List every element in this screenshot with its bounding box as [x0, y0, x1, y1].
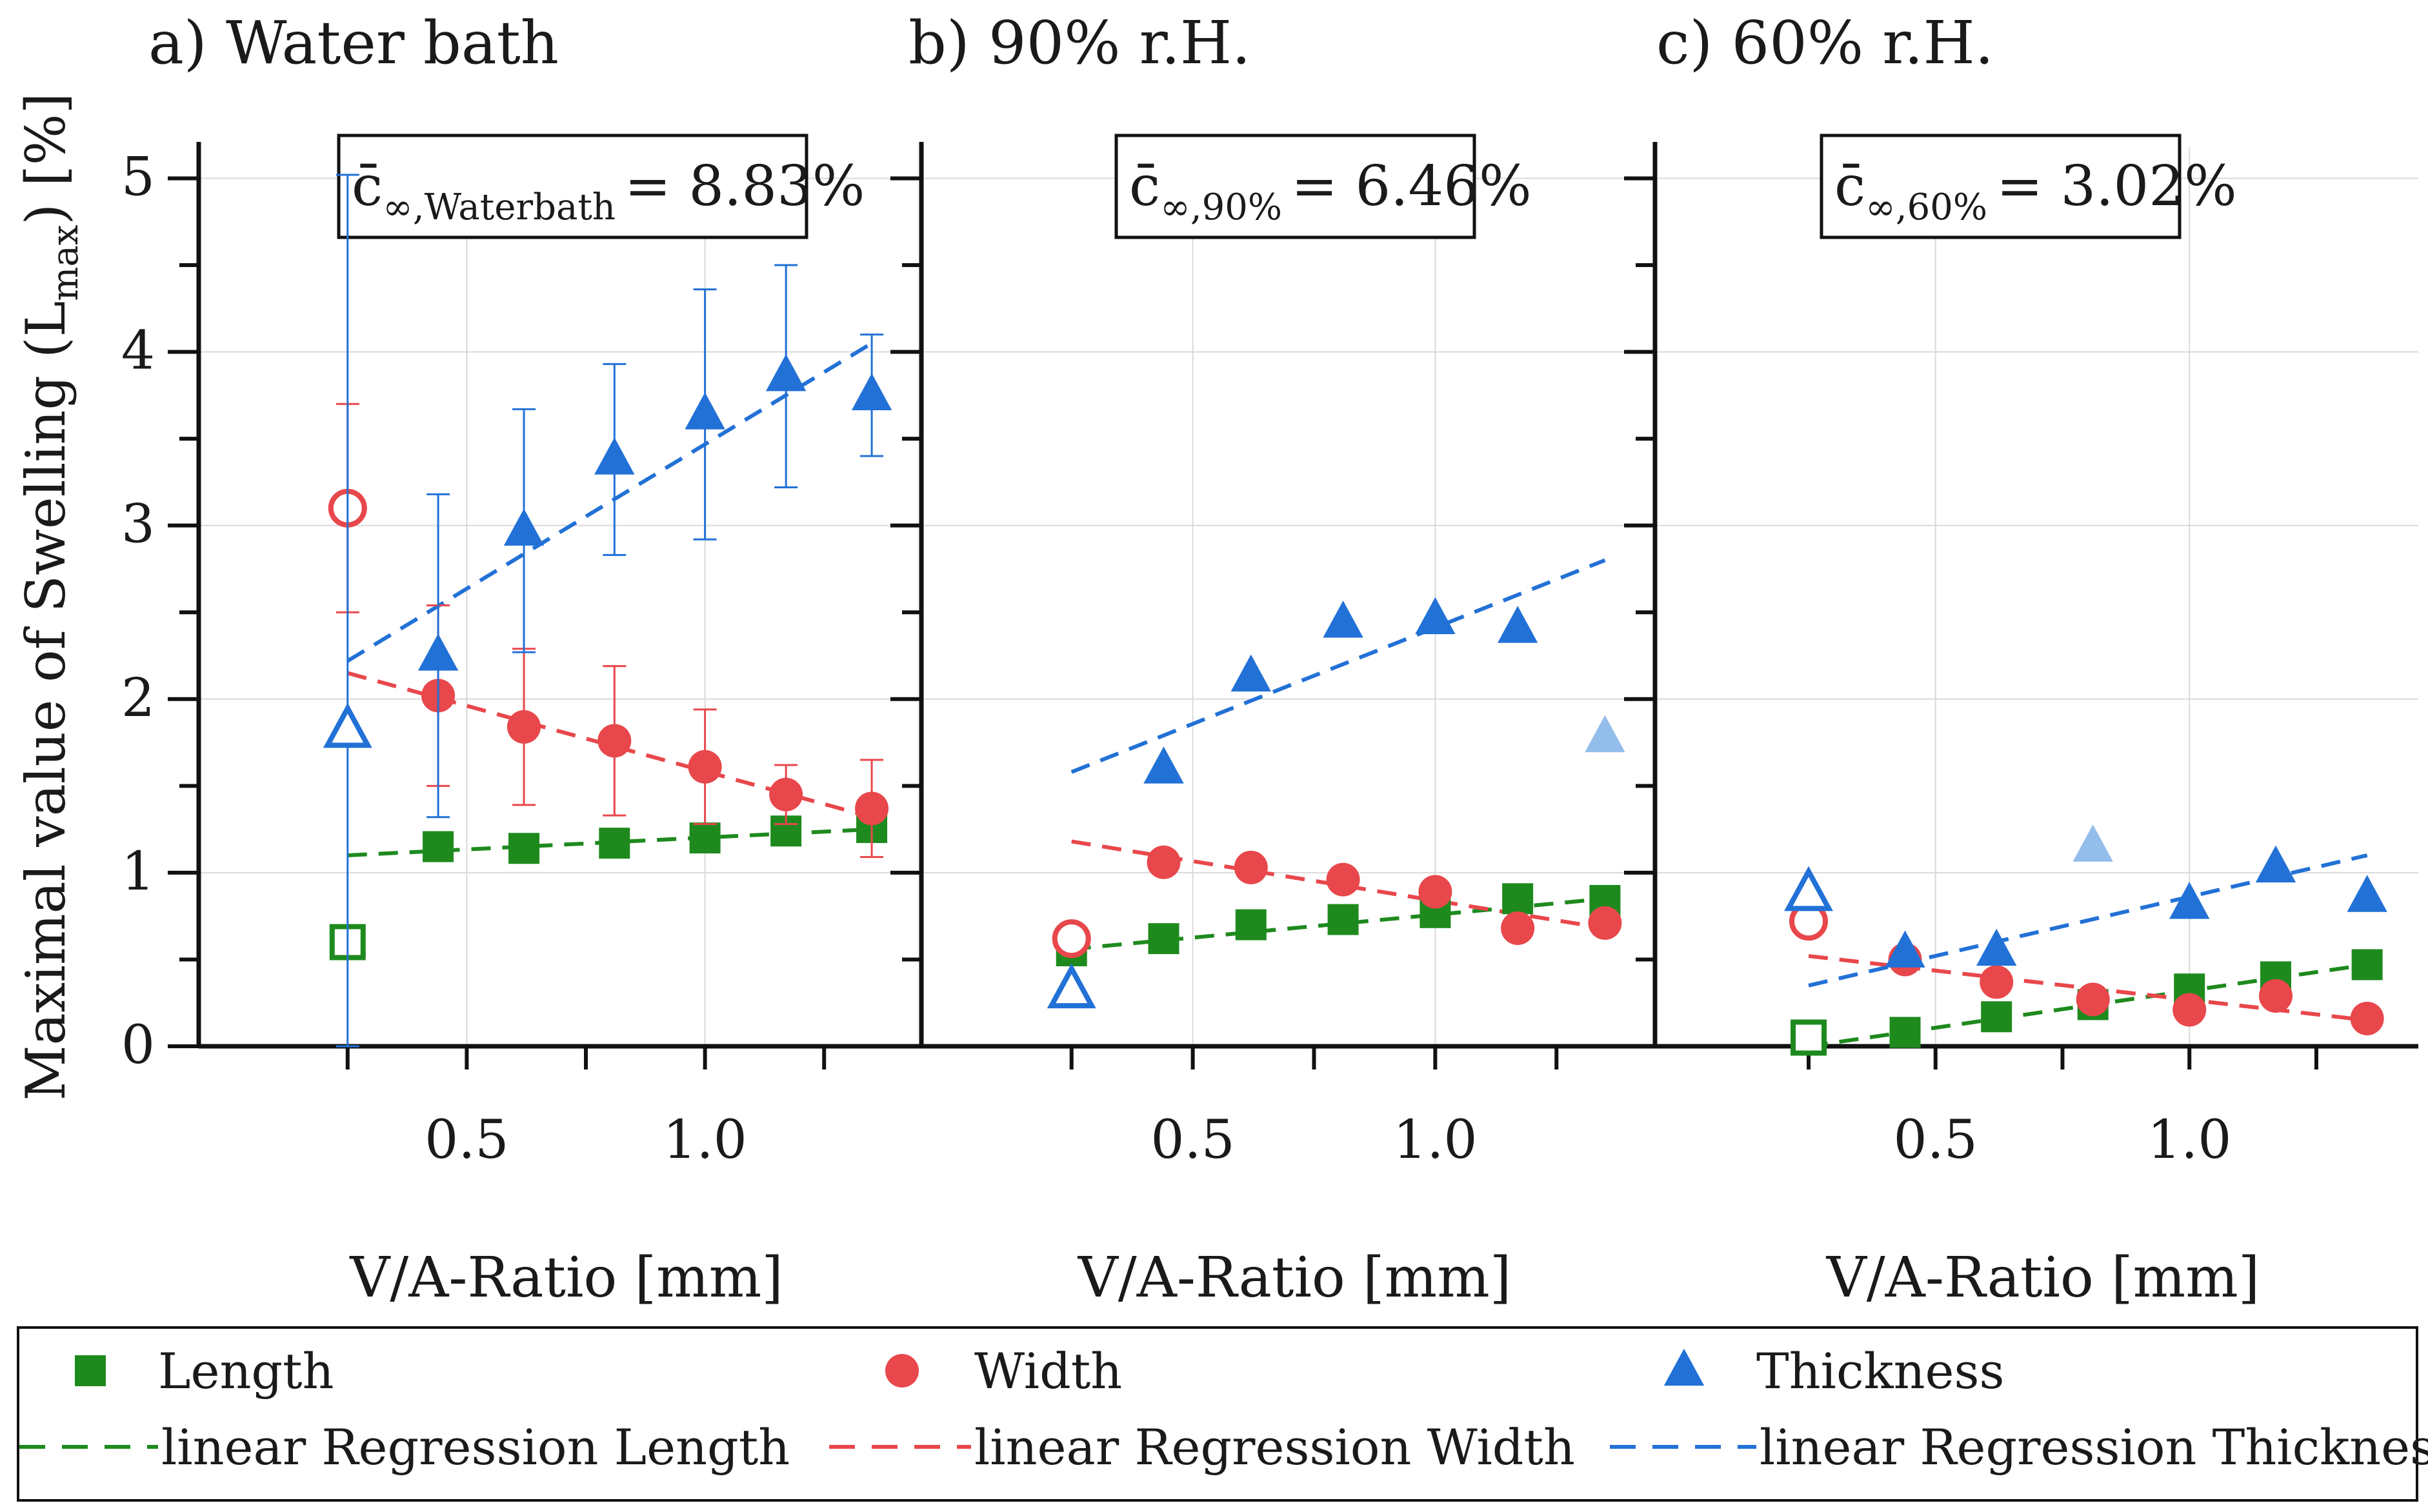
regression-line-thickness — [1070, 558, 1606, 774]
data-point-width — [1588, 906, 1622, 940]
x-tick-label: 1.0 — [2147, 1109, 2231, 1171]
data-point-thickness — [2169, 882, 2210, 919]
error-bar — [336, 174, 359, 1048]
legend-marker-width — [885, 1354, 919, 1388]
data-point-thickness — [2255, 845, 2296, 882]
panel-title: b) 90% r.H. — [908, 8, 1250, 77]
annotation-text: c̄∞,90% = 6.46% — [1129, 154, 1532, 228]
data-point-thickness — [1585, 715, 1625, 753]
x-axis-label: V/A-Ratio [mm] — [1826, 1246, 2260, 1310]
annotation-box: c̄∞,Waterbath = 8.83% — [337, 134, 865, 239]
data-point-length — [1235, 909, 1267, 940]
data-point-length — [599, 828, 630, 859]
data-point-width — [1418, 875, 1452, 909]
data-point-width — [1052, 919, 1091, 959]
data-point-thickness — [1230, 654, 1271, 691]
data-point-thickness — [2072, 824, 2113, 862]
data-point-width — [1326, 862, 1360, 897]
data-point-width — [688, 750, 722, 784]
x-tick-label: 0.5 — [1150, 1109, 1234, 1171]
regression-line-thickness — [346, 341, 873, 663]
panel-3: 0.5 1.0 V/A-Ratio [mm] c) 60% r.H. c̄∞,60% = … — [1624, 8, 2418, 1310]
y-tick-label: 1 — [121, 841, 155, 902]
data-point-width — [2259, 979, 2293, 1013]
x-tick-label: 0.5 — [425, 1109, 508, 1171]
data-point-width — [2076, 982, 2110, 1017]
data-point-thickness — [1143, 746, 1184, 784]
data-point-width — [1234, 850, 1268, 884]
annotation-box: c̄∞,60% = 3.02% — [1820, 134, 2237, 239]
data-point-width — [1501, 911, 1535, 946]
data-point-thickness — [851, 373, 892, 411]
legend-frame — [17, 1326, 2418, 1502]
legend-marker-length — [75, 1355, 106, 1386]
data-point-thickness — [1976, 928, 2017, 966]
data-point-thickness — [765, 354, 807, 392]
panel-2: 0.5 1.0 V/A-Ratio [mm] b) 90% r.H. c̄∞,90% = … — [890, 8, 1655, 1310]
y-tick-label: 0 — [121, 1015, 155, 1076]
annotation-text: c̄∞,Waterbath = 8.83% — [352, 154, 865, 228]
x-axis-label: V/A-Ratio [mm] — [349, 1246, 783, 1310]
data-point-thickness — [685, 392, 725, 430]
data-point-length — [1502, 883, 1534, 915]
data-point-thickness — [1497, 606, 1538, 643]
data-point-length — [689, 822, 721, 854]
x-axis-label: V/A-Ratio [mm] — [1078, 1246, 1512, 1310]
annotation-frame — [337, 134, 808, 239]
data-point-width — [1980, 965, 2014, 999]
data-point-length — [1889, 1017, 1921, 1048]
legend-label-thickness: Thickness — [1756, 1342, 2005, 1400]
y-tick-label: 2 — [121, 668, 155, 729]
data-point-width — [855, 791, 889, 826]
annotation-frame — [1114, 134, 1476, 239]
data-point-thickness — [1885, 930, 1925, 968]
y-tick-label: 3 — [121, 494, 155, 555]
data-point-width — [1147, 845, 1181, 879]
data-point-thickness — [1323, 601, 1363, 638]
data-point-length — [1981, 1001, 2012, 1033]
annotation-frame — [1820, 134, 2182, 239]
legend-regression-label-width: linear Regression Width — [974, 1418, 1575, 1476]
data-point-length — [508, 833, 539, 864]
y-tick-label: 5 — [121, 146, 155, 208]
data-point-length — [423, 831, 454, 862]
data-point-width — [597, 724, 632, 758]
annotation-box: c̄∞,90% = 6.46% — [1114, 134, 1532, 239]
data-point-length — [1148, 923, 1179, 955]
legend-regression-label-length: linear Regression Length — [161, 1418, 790, 1476]
data-point-thickness — [594, 437, 635, 475]
data-point-length — [1791, 1019, 1827, 1056]
legend-label-length: Length — [158, 1342, 334, 1400]
data-point-thickness — [1784, 866, 1833, 911]
legend-marker-thickness — [1663, 1348, 1705, 1386]
data-point-thickness — [2347, 875, 2387, 912]
data-point-thickness — [1047, 963, 1096, 1009]
data-point-thickness — [1415, 597, 1456, 635]
legend-regression-label-thickness: linear Regression Thickness — [1760, 1418, 2428, 1476]
panel-title: a) Water bath — [148, 8, 559, 77]
data-point-thickness — [323, 702, 372, 748]
data-point-length — [1327, 904, 1359, 935]
panel-1: 0 1 2 3 4 5 0.5 1.0 V/A-Ratio [mm] a) Water bath c… — [121, 8, 921, 1310]
data-point-width — [507, 710, 541, 744]
data-point-width — [769, 777, 803, 811]
panel-title: c) 60% r.H. — [1656, 8, 1994, 77]
data-point-length — [2351, 949, 2383, 980]
y-axis-label: Maximal value of Swelling (Lmax) [%] — [14, 93, 86, 1101]
legend: Length Width Thickness linear Regression Le… — [17, 1326, 2428, 1502]
data-point-thickness — [503, 508, 545, 546]
annotation-text: c̄∞,60% = 3.02% — [1834, 154, 2237, 228]
data-point-thickness — [417, 633, 459, 671]
y-tick-label: 4 — [121, 321, 155, 382]
x-tick-label: 1.0 — [1393, 1109, 1477, 1171]
x-tick-label: 1.0 — [663, 1109, 747, 1171]
data-point-width — [2350, 1001, 2384, 1035]
x-tick-label: 0.5 — [1894, 1109, 1978, 1171]
legend-label-width: Width — [974, 1342, 1122, 1400]
data-point-width — [2172, 993, 2207, 1027]
